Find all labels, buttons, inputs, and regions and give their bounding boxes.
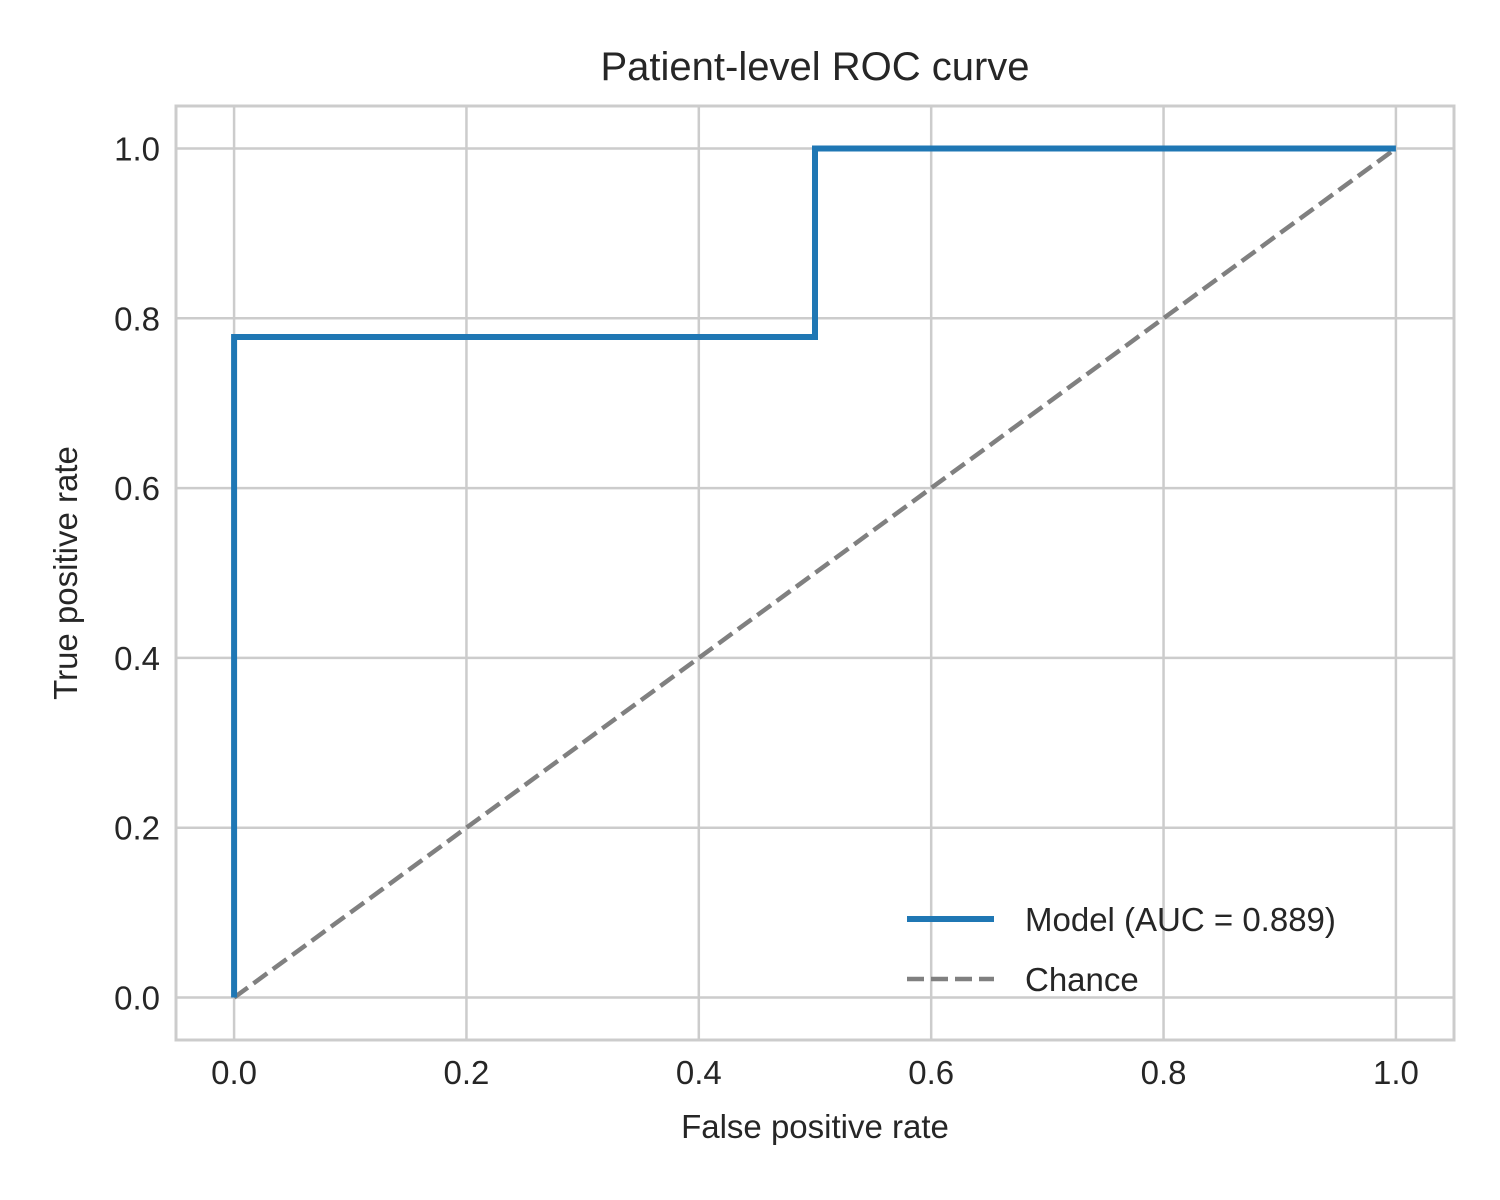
- y-tick-label: 0.6: [114, 470, 160, 507]
- legend-label: Chance: [1025, 961, 1139, 998]
- plot-area-frame: [174, 104, 1456, 1042]
- chart-title: Patient-level ROC curve: [600, 45, 1029, 89]
- y-axis-ticks: 0.0 0.2 0.4 0.6 0.8 1.0: [114, 130, 160, 1016]
- series-layer: [231, 145, 1398, 1000]
- y-tick-label: 0.8: [114, 300, 160, 337]
- x-tick-label: 0.2: [444, 1054, 490, 1091]
- y-tick-label: 0.2: [114, 810, 160, 847]
- x-tick-label: 0.6: [908, 1054, 954, 1091]
- x-axis-ticks: 0.0 0.2 0.4 0.6 0.8 1.0: [211, 1054, 1419, 1091]
- model-roc-line: [231, 145, 1396, 998]
- legend-label: Model (AUC = 0.889): [1025, 901, 1336, 938]
- legend: Model (AUC = 0.889) Chance: [907, 901, 1336, 998]
- y-tick-label: 0.4: [114, 640, 160, 677]
- x-axis-label: False positive rate: [681, 1108, 949, 1145]
- x-tick-label: 0.4: [676, 1054, 722, 1091]
- x-tick-label: 0.8: [1141, 1054, 1187, 1091]
- y-tick-label: 1.0: [114, 130, 160, 167]
- x-tick-label: 1.0: [1373, 1054, 1419, 1091]
- y-tick-label: 0.0: [114, 980, 160, 1017]
- x-tick-label: 0.0: [211, 1054, 257, 1091]
- y-axis-label: True positive rate: [47, 446, 84, 700]
